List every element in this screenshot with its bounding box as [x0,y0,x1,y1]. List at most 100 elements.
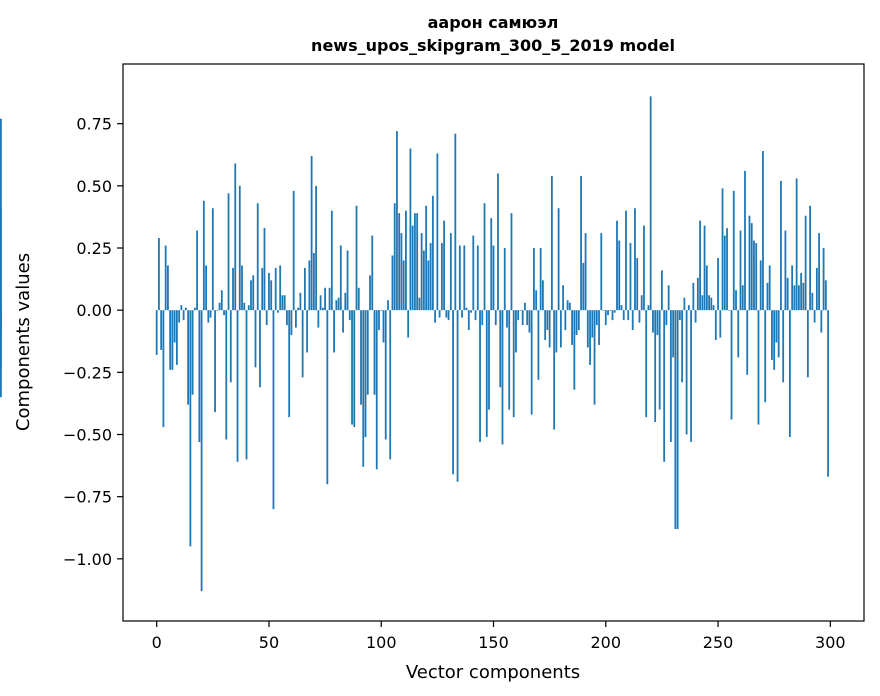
bar [384,310,387,440]
bar [283,295,286,311]
y-tick-label: −0.50 [63,426,112,445]
bar [728,310,731,311]
bar [562,285,565,311]
bar-series [0,96,829,592]
y-tick-label: 0.50 [76,177,112,196]
bar [663,310,666,462]
bar [189,310,192,547]
bar [571,310,573,345]
bar [196,230,198,311]
bar [216,310,219,311]
bar [780,180,782,311]
bar [519,310,522,311]
bar [672,310,675,358]
bar [559,310,562,348]
bar [526,310,529,326]
bar [303,267,306,311]
bar [714,310,717,341]
bar [308,260,311,311]
bar [762,151,764,311]
bar [611,310,614,321]
bar [476,245,479,311]
bar [458,245,461,311]
bar [472,235,475,311]
bar [184,307,187,311]
bar [245,310,248,460]
bar [535,290,538,311]
bar [449,233,452,311]
bar [330,210,333,311]
bar [272,310,275,510]
bar [580,175,582,311]
bar [456,310,459,482]
bar [241,265,243,311]
bar [220,290,223,311]
bar [380,310,383,311]
bar [542,280,544,311]
bar [530,310,533,415]
bar [387,300,389,311]
bar [696,277,699,311]
bar [667,285,670,311]
bar [463,245,466,311]
bar [198,310,201,442]
bar [730,310,733,420]
bar [416,213,419,311]
bar [789,310,791,437]
bar [726,228,728,311]
bar [382,310,385,343]
bar [665,310,668,326]
bar [193,307,196,311]
bar [299,292,302,311]
bar [351,310,353,425]
bar [328,287,331,311]
bar [497,173,499,311]
bar [647,305,650,311]
bar [766,282,769,311]
bar [759,260,762,311]
y-tick-label: −0.75 [63,488,112,507]
bar [306,310,309,353]
bar [822,248,825,311]
bar [703,225,706,311]
bar [515,310,517,353]
bar [234,163,237,311]
bar [346,250,349,311]
bar [348,310,351,321]
bar [317,310,320,328]
bar [167,265,169,311]
bar [685,310,688,435]
bar [676,310,679,529]
bar [499,310,502,388]
bar [622,310,625,321]
bar [625,210,627,311]
y-tick-label: 0.25 [76,239,112,258]
bar [735,290,737,311]
bar [645,310,648,418]
bar [443,220,445,311]
bar [524,302,526,311]
bar [360,310,362,405]
x-tick-label: 150 [478,633,509,652]
bar [479,310,481,442]
bar [568,302,571,311]
bar [474,310,477,321]
x-tick-label: 100 [366,633,397,652]
bar [227,193,230,311]
bar [321,307,324,311]
bar [818,233,820,311]
bar [256,203,259,311]
bar [158,238,160,311]
bar [649,96,652,311]
y-tick-label: 0.75 [76,115,112,134]
bar [757,310,760,425]
bar [366,310,369,395]
bar [373,310,376,395]
bar [741,285,744,311]
bar [218,302,221,311]
bar [270,280,273,311]
bar [326,310,329,485]
bar [295,310,297,328]
bar [652,310,654,333]
bar [591,310,594,338]
